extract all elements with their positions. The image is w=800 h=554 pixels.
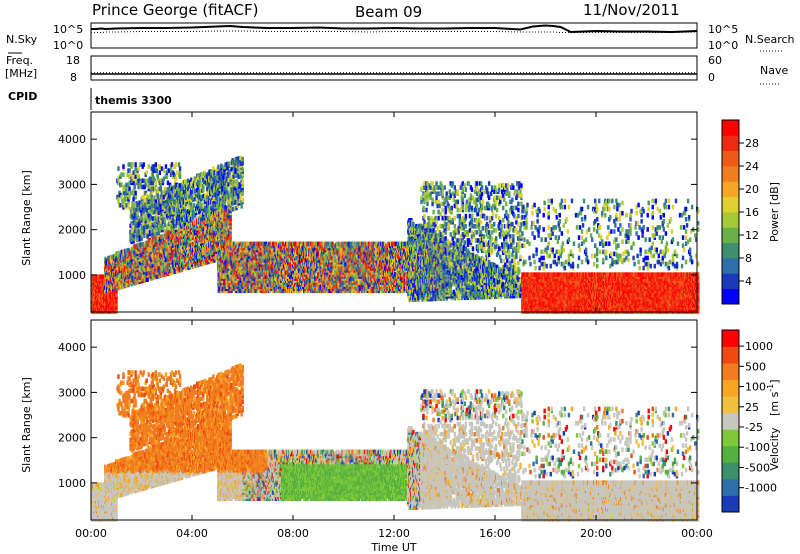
- power-cell: [241, 157, 243, 162]
- power-cell: [146, 170, 148, 175]
- freq-left-tick-top: 18: [66, 54, 80, 67]
- power-cell: [166, 174, 168, 179]
- freq-left-label-1: Freq.: [6, 54, 33, 67]
- power-cell: [240, 204, 242, 209]
- power-cell: [120, 195, 122, 200]
- freq-left-label-2: [MHz]: [5, 67, 37, 80]
- power-cell: [241, 179, 243, 184]
- cpid-program: themis 3300: [95, 94, 172, 107]
- power-cell: [120, 183, 122, 188]
- power-cell: [175, 162, 177, 167]
- power-cell: [178, 162, 180, 167]
- power-cell: [241, 167, 243, 172]
- power-cell: [155, 162, 157, 167]
- power-cell: [163, 168, 165, 173]
- power-cell: [241, 198, 243, 203]
- frequency-panel: Freq. [MHz] 18 8 60 0 Nave: [5, 54, 788, 84]
- nave-right-label: Nave: [760, 64, 788, 77]
- station-title: Prince George (fitACF): [92, 1, 258, 19]
- power-cell: [148, 164, 150, 169]
- power-cell: [134, 191, 136, 196]
- power-cell: [131, 162, 133, 167]
- power-cell: [155, 181, 157, 186]
- power-cell: [117, 166, 119, 171]
- power-cell: [159, 170, 161, 175]
- power-cell: [227, 161, 229, 166]
- noise-left-label: N.Sky: [6, 33, 38, 46]
- power-cell: [117, 197, 119, 202]
- power-cell: [179, 166, 181, 171]
- power-cell: [241, 161, 243, 166]
- power-cell: [175, 176, 177, 181]
- frequency-panel-frame: [91, 56, 697, 80]
- power-cell: [134, 162, 136, 167]
- power-cell: [179, 174, 181, 179]
- power-cell: [128, 195, 130, 200]
- power-cell: [132, 181, 134, 186]
- cpid-panel: CPID themis 3300: [8, 88, 172, 110]
- nave-right-tick-bottom: 0: [708, 71, 715, 84]
- power-cell: [152, 172, 154, 177]
- power-cell: [122, 172, 124, 177]
- power-cell: [179, 170, 181, 175]
- power-cell: [156, 168, 158, 173]
- power-cell: [136, 211, 138, 216]
- noise-right-tick-top: 10^5: [708, 23, 738, 36]
- noise-right-label: N.Search: [745, 33, 795, 46]
- power-cell: [137, 174, 139, 179]
- power-cell: [146, 229, 148, 234]
- noise-right-tick-bottom: 10^0: [708, 39, 738, 52]
- power-cell: [137, 166, 139, 171]
- date-title: 11/Nov/2011: [583, 1, 680, 19]
- noise-left-tick-top: 10^5: [53, 23, 83, 36]
- nave-right-tick-top: 60: [708, 54, 722, 67]
- power-cell: [229, 217, 231, 222]
- power-cell: [133, 185, 135, 190]
- power-cell: [122, 164, 124, 169]
- power-cell: [157, 174, 159, 179]
- power-cell: [241, 192, 243, 197]
- power-cell: [164, 219, 166, 224]
- beam-title: Beam 09: [355, 3, 422, 21]
- power-cell: [128, 168, 130, 173]
- freq-left-tick-bottom: 8: [70, 71, 77, 84]
- radar-summary-figure: Prince George (fitACF) Beam 09 11/Nov/20…: [0, 0, 800, 554]
- noise-left-tick-bottom: 10^0: [53, 39, 83, 52]
- power-cell: [165, 164, 167, 169]
- power-cell: [160, 187, 162, 192]
- power-cell: [143, 162, 145, 167]
- cpid-label: CPID: [8, 90, 37, 103]
- power-cell: [128, 187, 130, 192]
- power-cell: [216, 196, 218, 201]
- noise-panel: N.Sky 10^5 10^0 10^5 10^0 N.Search: [6, 23, 795, 53]
